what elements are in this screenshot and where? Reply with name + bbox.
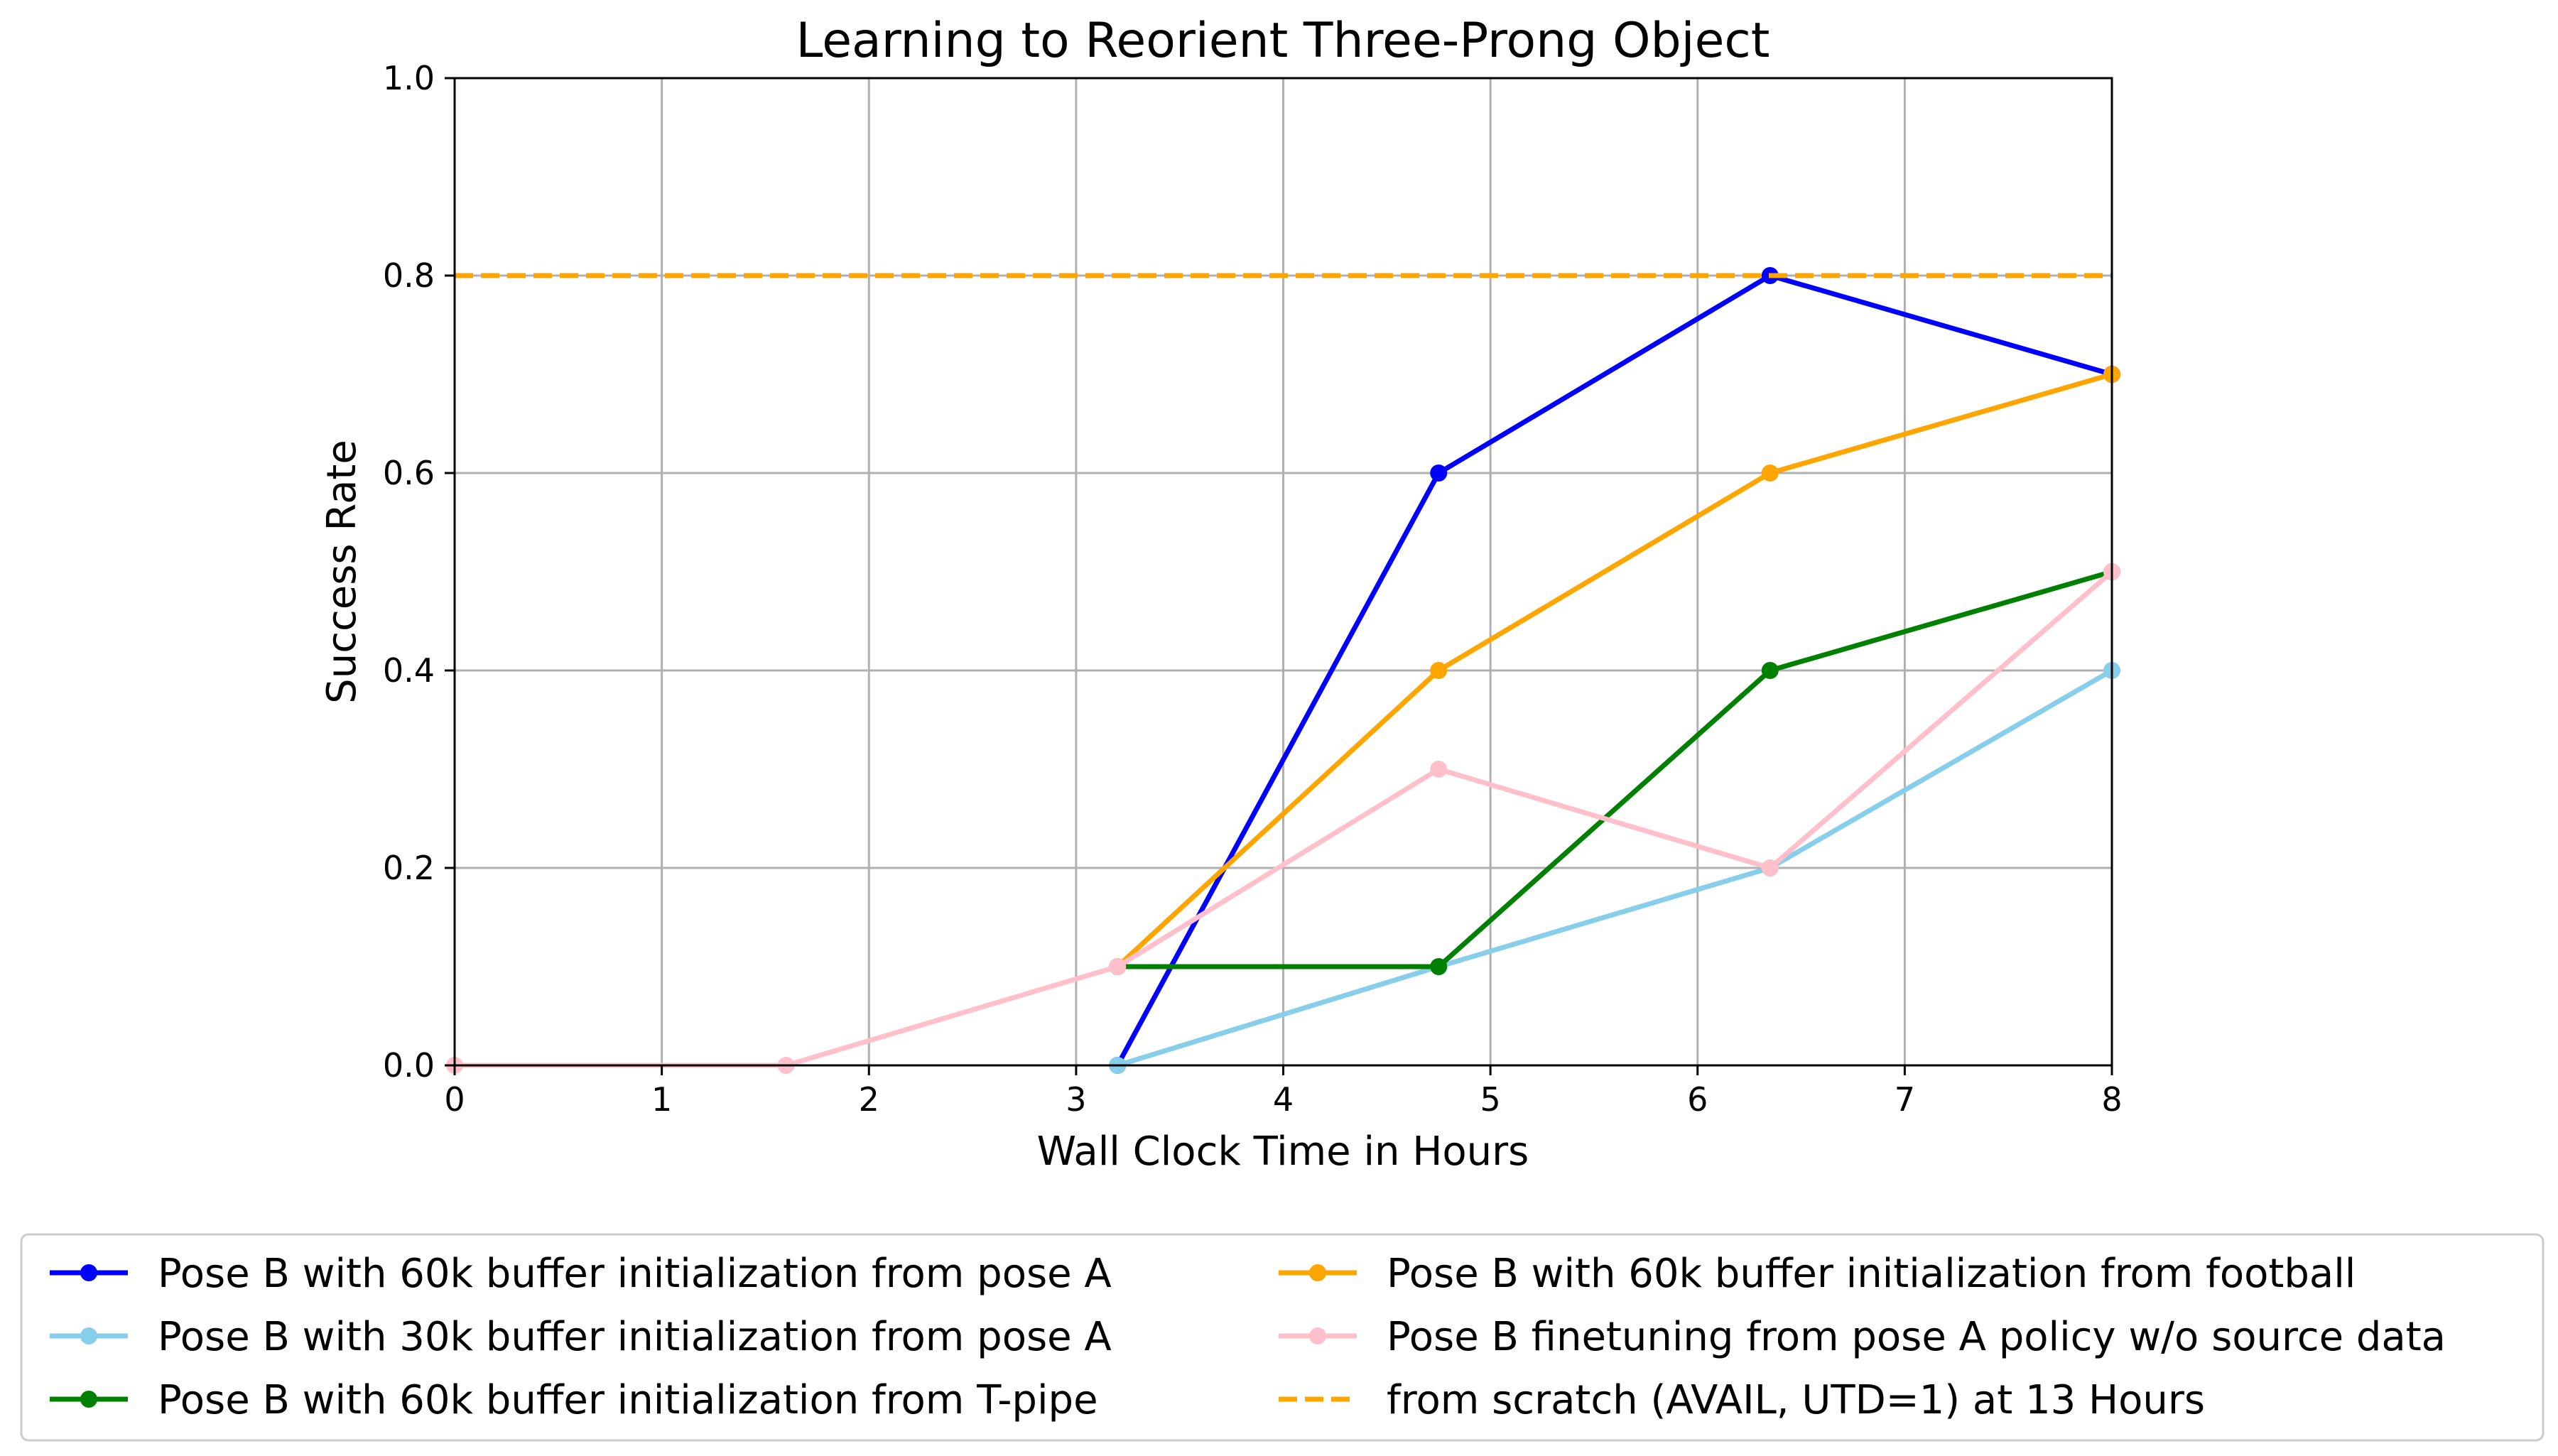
legend: Pose B with 60k buffer initialization fr…: [20, 1233, 2545, 1442]
data-point: [1761, 464, 1779, 482]
y-tick-label: 0.4: [383, 651, 435, 690]
x-axis-title: Wall Clock Time in Hours: [1037, 1129, 1529, 1175]
legend-item: Pose B with 60k buffer initialization fr…: [1279, 1251, 2356, 1297]
data-point: [1430, 958, 1448, 975]
axis-ticks: 0 1 2 3 4 5 6 7 8 0.0 0.2 0.4 0.6 0.8 1.0: [383, 59, 2123, 1119]
legend-label: Pose B finetuning from pose A policy w/o…: [1387, 1314, 2446, 1360]
data-point: [1761, 859, 1779, 876]
data-point: [1761, 662, 1779, 679]
series-line: [1117, 668, 2113, 1068]
legend-item: Pose B finetuning from pose A policy w/o…: [1279, 1314, 2446, 1360]
legend-swatch-marker: [1309, 1264, 1326, 1281]
legend-label: Pose B with 30k buffer initialization fr…: [158, 1314, 1112, 1360]
legend-swatch-marker: [80, 1391, 97, 1408]
legend-label: Pose B with 60k buffer initialization fr…: [1387, 1251, 2356, 1297]
legend-label: Pose B with 60k buffer initialization fr…: [158, 1251, 1112, 1297]
x-tick-label: 6: [1687, 1080, 1708, 1119]
legend-item: from scratch (AVAIL, UTD=1) at 13 Hours: [1279, 1377, 2205, 1423]
y-tick-label: 0.0: [383, 1046, 435, 1085]
data-point: [1430, 761, 1448, 778]
x-tick-label: 2: [859, 1080, 879, 1119]
legend-label: Pose B with 60k buffer initialization fr…: [158, 1377, 1098, 1423]
x-tick-label: 3: [1066, 1080, 1086, 1119]
y-tick-label: 1.0: [383, 59, 435, 97]
series-layer: [446, 267, 2120, 1074]
x-tick-label: 7: [1895, 1080, 1915, 1119]
legend-item: Pose B with 30k buffer initialization fr…: [50, 1314, 1112, 1360]
x-tick-label: 1: [651, 1080, 672, 1119]
series-line: [1115, 371, 2113, 969]
legend-swatch-marker: [80, 1264, 97, 1281]
legend-item: Pose B with 60k buffer initialization fr…: [50, 1377, 1098, 1423]
y-tick-label: 0.2: [383, 849, 435, 887]
x-tick-label: 0: [444, 1080, 465, 1119]
series-line: [1115, 273, 2113, 1067]
x-tick-label: 4: [1273, 1080, 1294, 1119]
data-point: [1430, 464, 1448, 482]
y-tick-label: 0.8: [383, 256, 435, 295]
legend-label: from scratch (AVAIL, UTD=1) at 13 Hours: [1387, 1377, 2205, 1423]
legend-swatch-marker: [80, 1327, 97, 1344]
series-ffa500: [1109, 366, 2120, 975]
y-axis-title: Success Rate: [319, 440, 365, 704]
chart-title: Learning to Reorient Three-Prong Object: [796, 13, 1770, 69]
legend-item: Pose B with 60k buffer initialization fr…: [50, 1251, 1112, 1297]
data-point: [1430, 662, 1448, 679]
legend-swatch-marker: [1309, 1327, 1326, 1344]
x-tick-label: 5: [1480, 1080, 1500, 1119]
x-tick-label: 8: [2101, 1080, 2122, 1119]
data-point: [1109, 958, 1127, 975]
y-tick-label: 0.6: [383, 454, 435, 492]
